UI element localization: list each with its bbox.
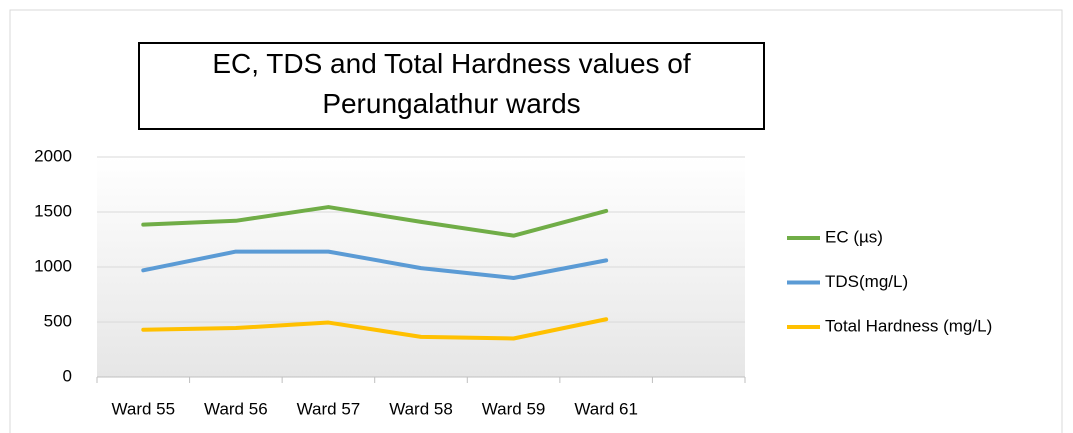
y-tick-label: 500 (44, 311, 72, 330)
y-tick-label: 1500 (34, 201, 72, 220)
legend-label: EC (µs) (825, 227, 883, 246)
legend-label: TDS(mg/L) (825, 272, 908, 291)
y-tick-label: 0 (63, 366, 72, 385)
x-tick-label: Ward 59 (482, 399, 546, 418)
x-tick-label: Ward 57 (297, 399, 361, 418)
x-tick-label: Ward 56 (204, 399, 268, 418)
legend-label: Total Hardness (mg/L) (825, 316, 992, 335)
y-tick-label: 1000 (34, 256, 72, 275)
y-tick-label: 2000 (34, 146, 72, 165)
x-tick-label: Ward 61 (574, 399, 638, 418)
series-line (141, 317, 609, 341)
series-line (141, 205, 609, 238)
x-tick-label: Ward 58 (389, 399, 453, 418)
x-tick-label: Ward 55 (111, 399, 175, 418)
chart-title: EC, TDS and Total Hardness values of Per… (138, 42, 765, 130)
series-line (141, 249, 609, 280)
chart-border (9, 9, 1063, 433)
